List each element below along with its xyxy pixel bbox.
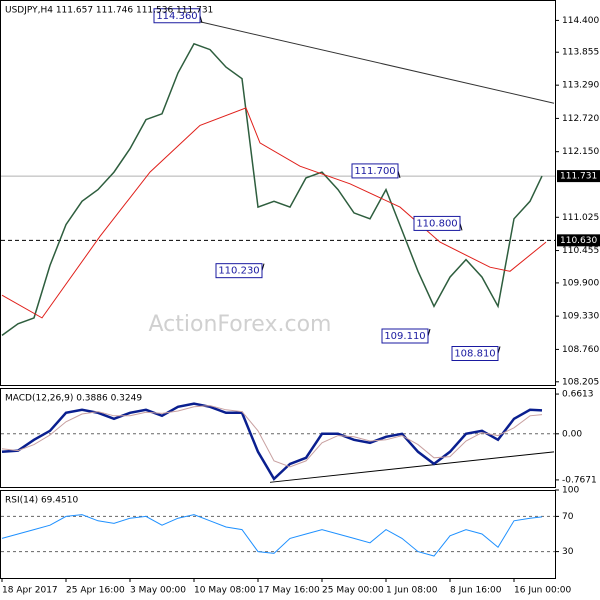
panel-border (0, 0, 556, 386)
annotation-box (351, 163, 399, 179)
price-label-box (557, 234, 600, 247)
x-tick-label: 18 Apr 2017 (2, 586, 58, 596)
panel-border (0, 490, 556, 579)
y-tick-label: 113.855 (562, 48, 599, 58)
x-tick-label: 10 May 08:00 (194, 586, 256, 596)
annotation-box (153, 8, 201, 24)
panel-border (0, 388, 556, 488)
annotation-box (413, 215, 461, 231)
series-line (1, 42, 543, 337)
y-tick-label: 100 (562, 486, 579, 496)
y-tick-label: 113.290 (562, 81, 599, 91)
y-tick-label: 108.205 (562, 377, 599, 387)
y-tick-label: 0.6613 (562, 390, 594, 400)
series-line (1, 402, 543, 481)
price-label: 110.630 (560, 236, 597, 246)
annotation-label: 114.360 (156, 11, 197, 22)
x-tick-label: 16 Jun 00:00 (514, 586, 571, 596)
annotation-box (215, 263, 263, 279)
annotation-label: 108.810 (454, 349, 495, 360)
y-tick-label: 70 (562, 512, 574, 522)
trend-line (193, 19, 555, 104)
y-tick-label: 114.400 (562, 16, 599, 26)
y-tick-label: 109.330 (562, 312, 599, 322)
annotation-box (451, 346, 499, 361)
y-tick-label: 110.455 (562, 246, 599, 256)
panel-title: RSI(14) 69.4510 (5, 496, 78, 506)
annotation-label: 111.700 (354, 166, 395, 177)
x-tick-label: 25 Apr 16:00 (66, 586, 125, 596)
x-tick-label: 1 Jun 08:00 (386, 586, 438, 596)
y-tick-label: 112.720 (562, 114, 599, 124)
annotation-label: 109.110 (384, 331, 425, 342)
y-tick-label: 30 (562, 547, 574, 557)
x-tick-label: 8 Jun 16:00 (450, 586, 502, 596)
trend-line (269, 451, 555, 483)
panel-title: MACD(12,26,9) 0.3886 0.3249 (5, 394, 142, 404)
series-line (1, 405, 543, 468)
series-line (1, 514, 543, 557)
y-tick-label: 108.760 (562, 345, 599, 355)
price-label-box (557, 170, 600, 183)
panel-title: USDJPY,H4 111.657 111.746 111.536 111.73… (5, 6, 213, 16)
x-tick-label: 25 May 00:00 (322, 586, 384, 596)
watermark: ActionForex.com (149, 312, 332, 337)
x-tick-label: 3 May 00:00 (130, 586, 186, 596)
annotation-label: 110.230 (218, 266, 259, 277)
series-line (1, 107, 547, 319)
x-tick-label: 17 May 16:00 (258, 586, 320, 596)
price-label: 111.731 (560, 172, 597, 182)
y-tick-label: 112.150 (562, 147, 599, 157)
annotation-label: 110.800 (416, 218, 457, 229)
y-tick-label: -0.7671 (562, 475, 597, 485)
y-tick-label: 111.025 (562, 213, 599, 223)
y-tick-label: 0.00 (562, 429, 582, 439)
y-tick-label: 109.900 (562, 278, 599, 288)
annotation-box (381, 328, 429, 344)
